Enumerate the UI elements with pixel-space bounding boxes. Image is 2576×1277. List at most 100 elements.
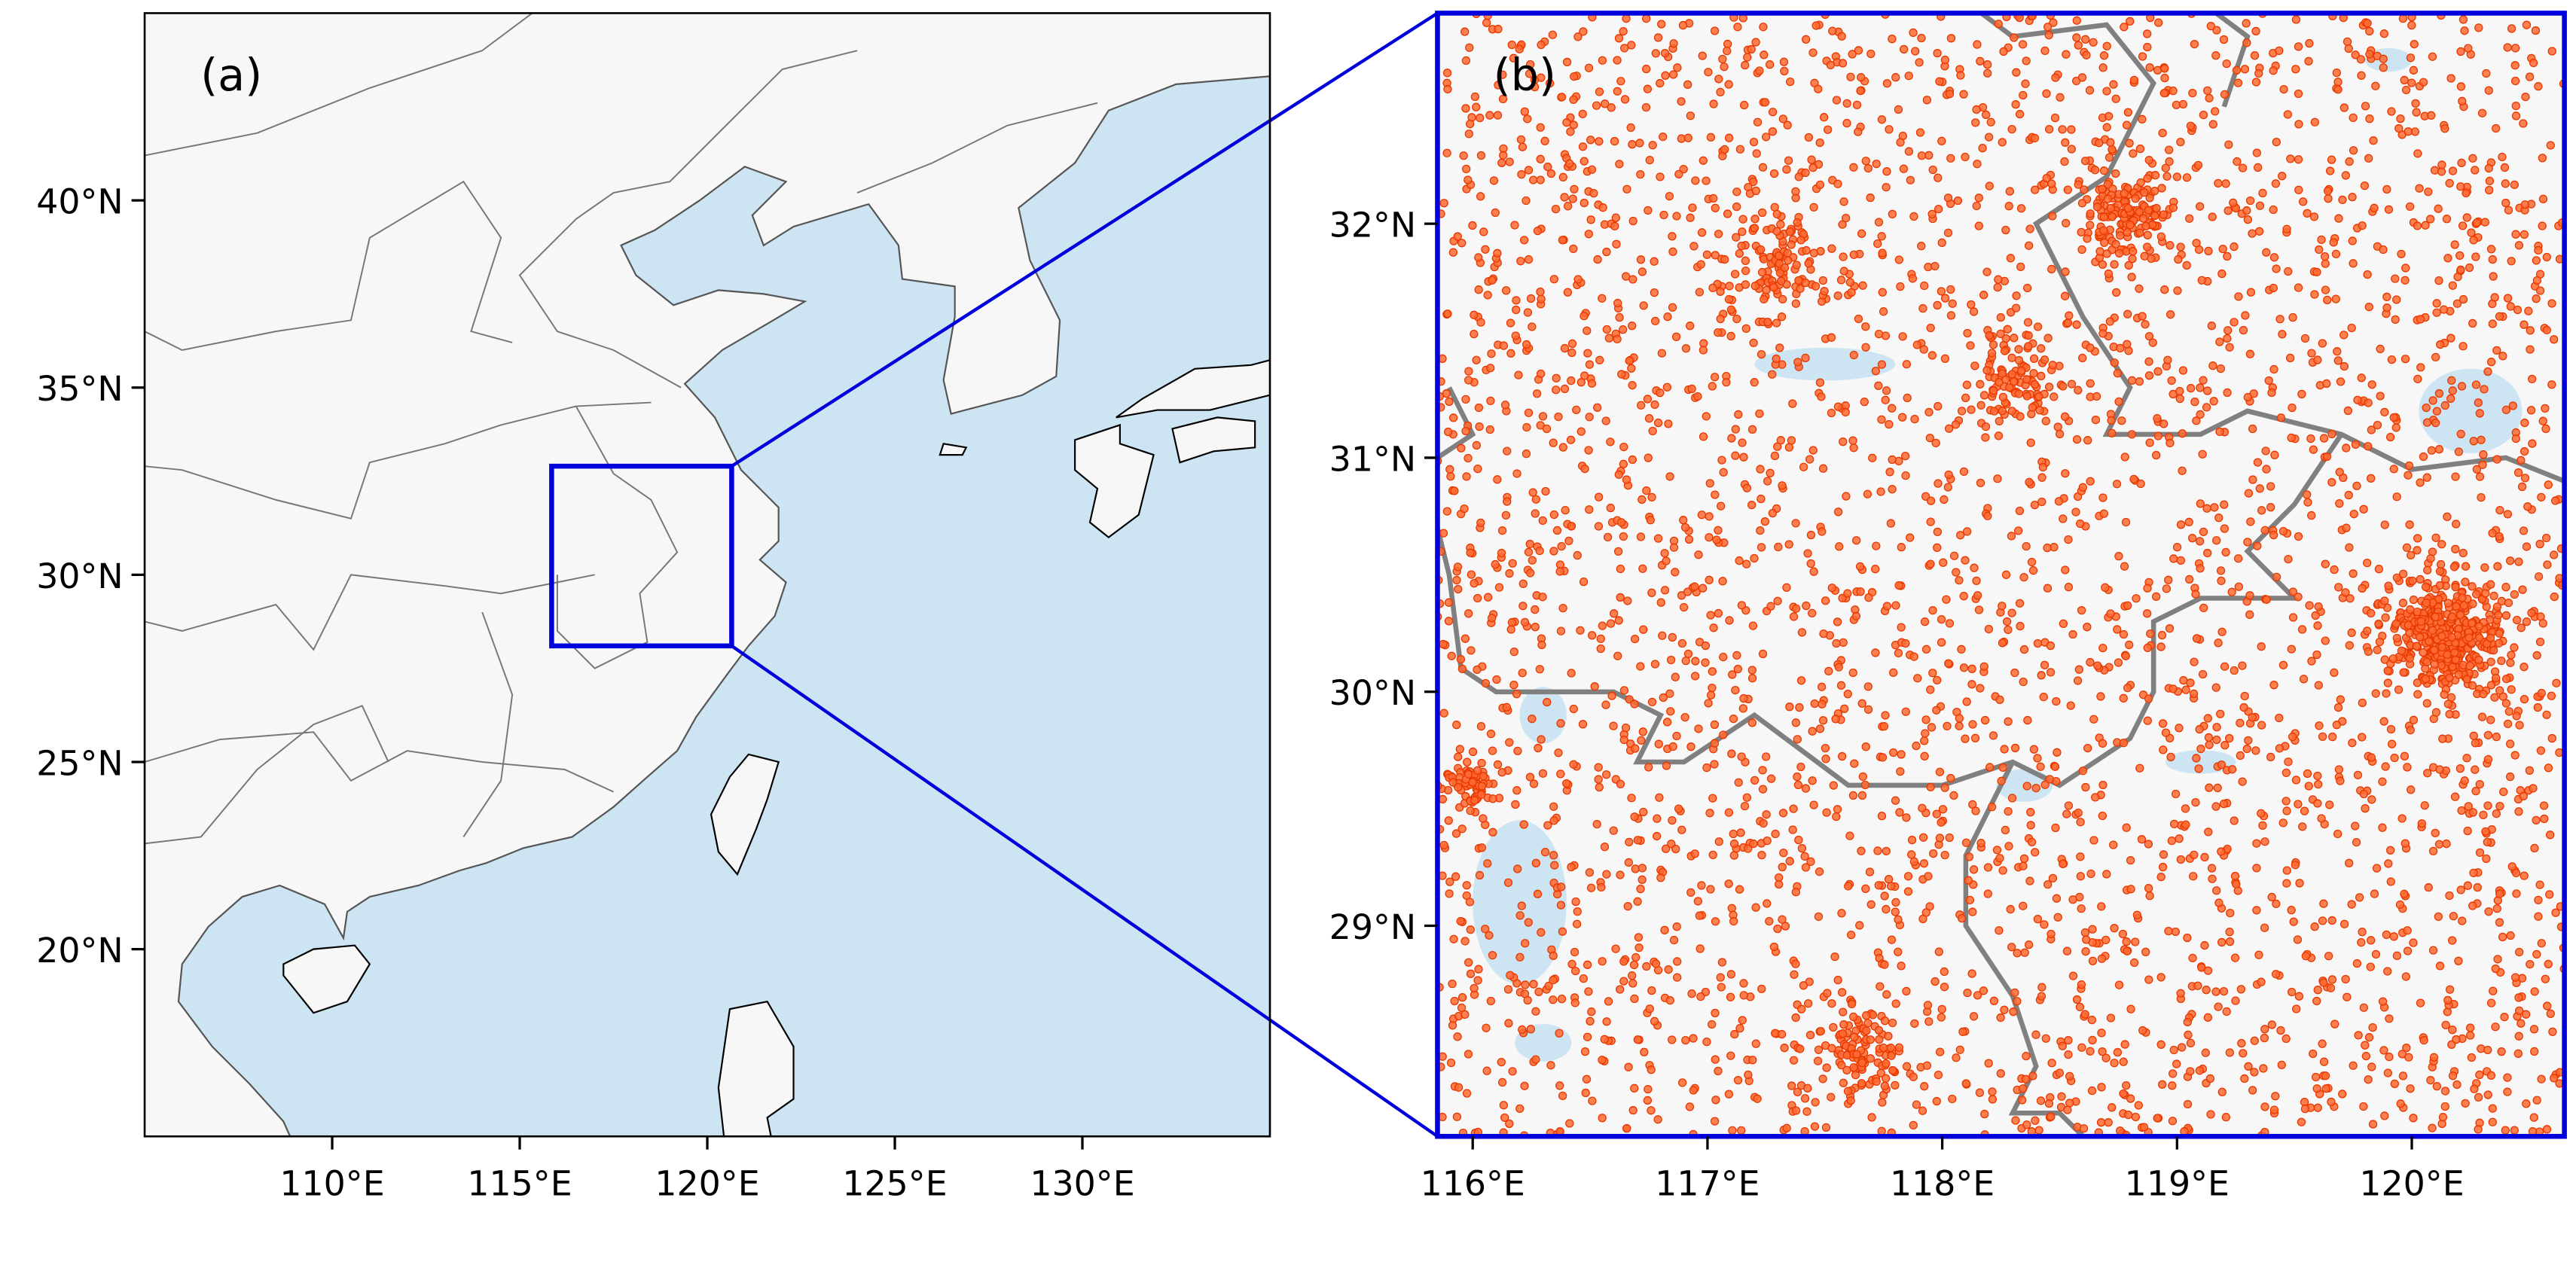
station-dot <box>1888 1018 1897 1028</box>
station-dot <box>1516 257 1525 266</box>
station-dot <box>2303 498 2312 507</box>
station-dot <box>2380 520 2389 529</box>
station-dot <box>2292 1004 2301 1013</box>
station-dot <box>1783 248 1792 258</box>
station-dot <box>2335 468 2344 477</box>
station-dot <box>2483 1090 2492 1099</box>
station-dot <box>2542 252 2551 262</box>
station-dot <box>2291 65 2300 74</box>
station-dot <box>1880 891 1889 901</box>
station-dot <box>1769 942 1779 952</box>
station-dot <box>2309 445 2318 454</box>
station-dot <box>1526 294 1536 303</box>
station-dot <box>1598 1114 1607 1123</box>
station-dot <box>2427 111 2436 120</box>
station-dot <box>1571 966 1580 976</box>
station-dot <box>1946 285 1955 294</box>
station-dot <box>1771 829 1780 839</box>
station-dot <box>2325 166 2335 175</box>
y-tick-label: 20°N <box>36 930 123 971</box>
station-dot <box>2019 677 2028 687</box>
station-dot <box>2333 78 2343 87</box>
station-dot <box>2101 583 2110 593</box>
station-dot <box>1518 142 1528 151</box>
station-dot <box>1758 163 1768 172</box>
station-dot <box>2385 1053 2394 1062</box>
station-dot <box>1843 690 1852 699</box>
station-dot <box>1757 850 1766 860</box>
station-dot <box>2025 477 2034 487</box>
station-dot <box>2503 43 2512 52</box>
station-dot <box>1804 133 1814 142</box>
station-dot <box>1671 568 1680 577</box>
station-dot <box>1730 1029 1739 1039</box>
station-dot <box>2127 376 2137 386</box>
station-dot <box>1499 341 1509 350</box>
station-dot <box>1597 882 1606 892</box>
station-dot <box>2358 928 2367 937</box>
station-dot <box>2208 361 2217 370</box>
station-dot <box>2081 946 2090 956</box>
station-dot <box>1538 412 1548 421</box>
station-dot <box>2526 959 2535 969</box>
station-dot <box>1858 281 1867 290</box>
station-dot <box>2413 690 2422 699</box>
station-dot <box>2031 185 2040 194</box>
station-dot <box>2192 754 2201 763</box>
station-dot <box>2471 380 2481 389</box>
station-dot <box>2145 891 2154 901</box>
station-dot <box>1684 535 1694 544</box>
station-dot <box>2040 46 2050 56</box>
station-dot <box>2123 108 2133 117</box>
station-dot <box>1699 432 1708 441</box>
y-tick-label: 31°N <box>1329 438 1416 479</box>
station-dot <box>2223 251 2232 261</box>
station-dot <box>2044 31 2053 40</box>
station-dot <box>2300 334 2310 343</box>
station-dot <box>1693 392 1702 401</box>
station-dot <box>2233 157 2242 166</box>
station-dot <box>2203 548 2212 558</box>
station-dot <box>2089 836 2098 845</box>
station-dot <box>1845 831 1854 840</box>
station-dot <box>2549 1074 2559 1083</box>
station-dot <box>2367 474 2376 483</box>
station-dot <box>1452 1112 1462 1121</box>
station-dot <box>1592 101 1601 110</box>
station-dot <box>2310 117 2319 126</box>
station-dot <box>2146 629 2155 638</box>
station-dot <box>2538 194 2548 204</box>
station-dot <box>1505 1119 1514 1129</box>
station-dot <box>2469 236 2478 245</box>
station-dot <box>1572 919 1582 928</box>
station-dot <box>2003 325 2012 334</box>
station-dot <box>1793 735 1802 744</box>
station-dot <box>2072 33 2081 42</box>
station-dot <box>1660 48 1670 58</box>
station-dot <box>2357 937 2366 947</box>
station-dot <box>2344 44 2353 53</box>
station-dot <box>2465 1031 2475 1040</box>
station-dot <box>1818 527 1827 536</box>
station-dot <box>1760 294 1769 304</box>
station-dot <box>1630 634 1640 644</box>
station-dot <box>2398 569 2408 578</box>
station-dot <box>1871 648 1880 657</box>
station-dot <box>2475 848 2485 858</box>
land <box>145 13 1271 1137</box>
station-dot <box>1538 593 1547 602</box>
station-dot <box>2519 526 2529 535</box>
station-dot <box>2542 1125 2552 1134</box>
station-dot <box>2181 804 2190 813</box>
station-dot <box>1995 854 2004 863</box>
station-dot <box>1439 639 1448 649</box>
station-dot <box>1525 773 1535 782</box>
x-tick-label: 130°E <box>1030 1163 1134 1204</box>
station-dot <box>1983 863 1993 872</box>
station-dot <box>2380 1111 2389 1120</box>
station-dot <box>1773 924 1782 934</box>
station-dot <box>1731 685 1740 695</box>
station-dot <box>1583 1032 1592 1041</box>
station-dot <box>2293 935 2303 944</box>
station-dot <box>2127 273 2136 282</box>
